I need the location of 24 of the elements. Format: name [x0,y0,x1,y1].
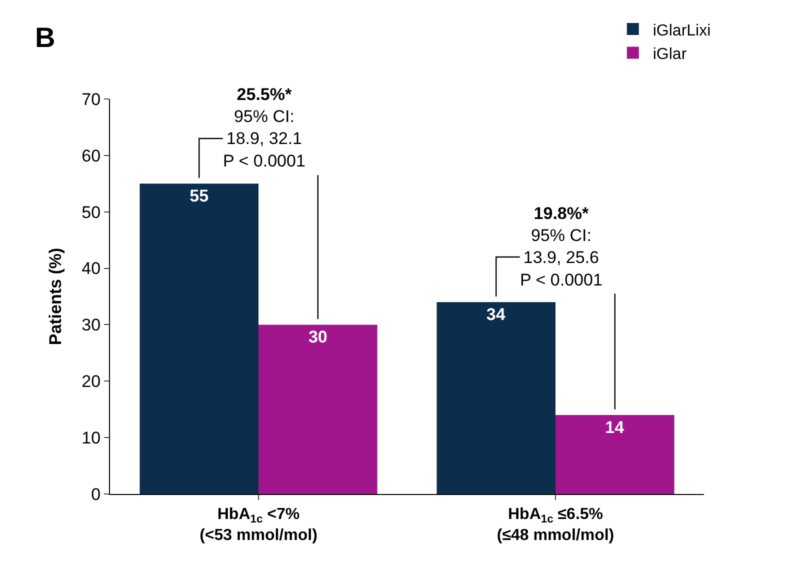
y-tick-label: 10 [82,428,101,448]
data-label: 30 [308,328,328,347]
annotation: 25.5%* 95% CI: 18.9, 32.1 P < 0.0001 [223,85,306,170]
bar [556,415,674,494]
bar [258,324,378,494]
bar [436,302,556,494]
y-tick-label: 70 [82,90,101,109]
y-tick-label: 40 [82,259,101,278]
text: B [35,22,56,53]
bar [140,184,258,494]
y-tick-label: 30 [82,316,101,335]
y-tick-label: 60 [82,146,101,166]
y-axis-title: Patients (%) [46,248,66,346]
data-label: 14 [605,418,625,437]
data-label: 55 [190,186,209,206]
legend-label: iGlar [652,46,688,64]
y-tick-label: 50 [82,202,101,222]
x-tick-label: HbA$_{1c}$ ≤6.5% (≤48 mmol/mol) [496,506,614,544]
y-tick-label: 0 [91,484,101,504]
y-tick-label: 20 [82,372,101,392]
annotation: 19.8%* 95% CI: 13.9, 25.6 P < 0.0001 [520,204,602,290]
data-label: 34 [486,305,506,324]
x-tick-label: HbA$_{1c}$ <7% (<53 mmol/mol) [200,506,318,544]
legend-label: iGlarLixi [652,22,711,40]
